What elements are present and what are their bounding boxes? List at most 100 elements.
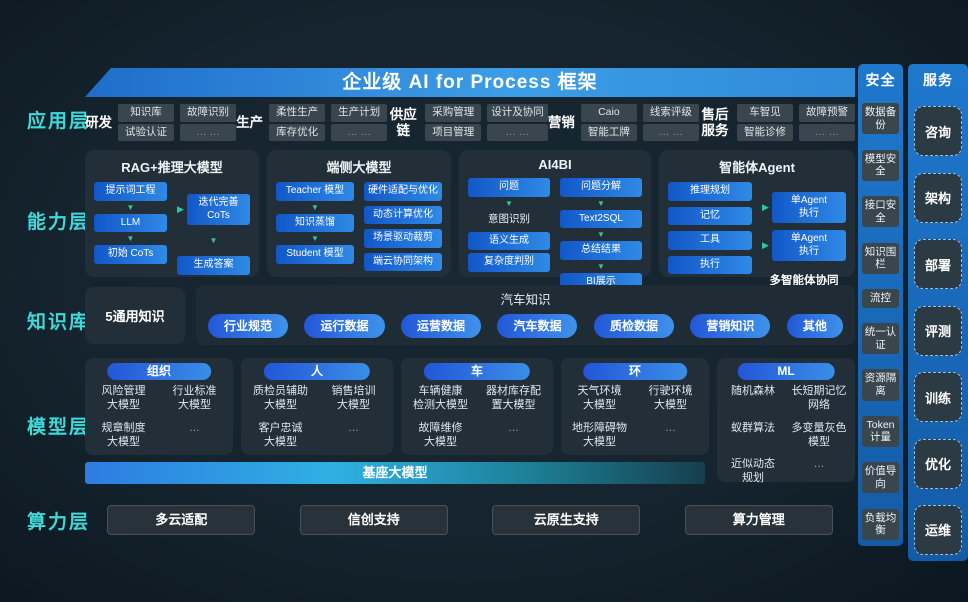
app-chip: 项目管理 (425, 123, 482, 142)
model-cell: 器材库存配 置大模型 (486, 385, 541, 412)
agent-caption: 多智能体协同 (769, 275, 839, 287)
flow-box: 迭代完善 CoTs (186, 194, 250, 225)
model-cell: 销售培训 大模型 (331, 385, 376, 412)
app-chip-column: 车智见 智能诊修 (737, 103, 793, 142)
capability-panel-columns: 推理规划 记忆 工具 执行 ▶ 单Agent 执行 ▶ 单Agent 执行 多智能体协同 (668, 182, 846, 288)
flow-box: 端云协同架构 (364, 252, 442, 271)
security-item: 负载均衡 (862, 508, 899, 540)
model-column: ML 随机森林 长短期记忆 网络 蚁群算法 多变量灰色 模型 近似动态 规划… (717, 358, 855, 484)
flow-box: 生成答案 (177, 256, 250, 275)
knowledge-pill: 运营数据 (400, 314, 481, 338)
layer-label-3: 知识库 (27, 312, 91, 333)
model-cell: 多变量灰色 模型 (791, 421, 847, 448)
flow-column-right: ▶ 迭代完善 CoTs ▼ 生成答案 (177, 182, 250, 275)
app-group-label: 研发 (85, 114, 112, 130)
application-layer-row: 研发 知识库 试验认证 故障识别… … 生产 柔性生产 库存优化 生产计划… … 供应链 采购管理… (85, 99, 855, 146)
app-group: 供应链 采购管理 项目管理 设计及协同… … (387, 103, 548, 142)
model-column: 人质检员辅助 大模型 销售培训 大模型 客户忠诚 大模型… (241, 358, 393, 455)
layer-label-2: 能力层 (27, 212, 91, 233)
model-cell: … (508, 421, 519, 434)
knowledge-pill: 行业规范 (208, 314, 289, 338)
model-cell-grid: 风险管理 大模型 行业标准 大模型 规章制度 大模型… (89, 384, 229, 449)
arrow-right-icon: ▶ (762, 202, 769, 212)
security-item: 价值导向 (862, 462, 899, 494)
app-chip-column: Caio 智能工牌 (580, 103, 637, 142)
layer-label-1: 应用层 (27, 111, 91, 132)
app-chip: 知识库 (118, 103, 174, 122)
service-rail: 服务 咨询 架构 部署 评测 训练 优化 运维 (908, 64, 968, 561)
app-chip-column: 故障预警… … (799, 103, 855, 142)
compute-box: 云原生支持 (492, 505, 641, 535)
service-item: 运维 (914, 504, 962, 555)
flow-column-left: 提示词工程 ▼ LLM ▼ 初始 CoTs (94, 182, 167, 275)
model-cell: 规章制度 大模型 (101, 421, 146, 448)
compute-box: 多云适配 (107, 505, 256, 535)
app-chip: … … (487, 123, 548, 142)
flow-column-left: 问题 ▼ 意图识别 语义生成 复杂度判别 (468, 178, 550, 291)
model-cell: 行驶环境 大模型 (648, 385, 693, 412)
app-chip: 采购管理 (425, 103, 482, 122)
knowledge-pill: 营销知识 (690, 314, 771, 338)
model-column-header: 车 (423, 363, 531, 380)
model-cell: 风险管理 大模型 (101, 385, 146, 412)
model-cell: 蚁群算法 (731, 421, 775, 434)
capability-panel-columns: 提示词工程 ▼ LLM ▼ 初始 CoTs ▶ 迭代完善 CoTs ▼ 生成答案 (94, 182, 250, 275)
compute-box: 算力管理 (684, 505, 833, 535)
app-chip: 智能诊修 (737, 123, 793, 142)
flow-box: 工具 (668, 231, 752, 250)
model-cell: … (348, 421, 359, 434)
general-knowledge-box: 5通用知识 (85, 287, 185, 344)
layer-label-5: 算力层 (27, 512, 91, 533)
app-chip: 设计及协同 (487, 103, 548, 122)
auto-knowledge-panel: 汽车知识 行业规范 运行数据 运营数据 汽车数据 质检数据 营销知识 其他 (196, 285, 855, 345)
general-knowledge-label: 5通用知识 (105, 309, 165, 324)
app-chip: … … (799, 123, 855, 142)
flow-box: 总结结果 (560, 241, 642, 260)
capability-panel: 端侧大模型 Teacher 模型 ▼ 知识蒸馏 ▼ Student 模型 硬件适配与优化 动态… (267, 150, 451, 277)
flow-box: 问题分解 (560, 178, 642, 197)
model-cell: … (665, 421, 676, 434)
arrow-down-icon: ▼ (597, 230, 605, 239)
compute-layer-row: 多云适配 信创支持 云原生支持 算力管理 (85, 505, 855, 535)
app-group: 售后服务 车智见 智能诊修 故障预警… … (699, 103, 855, 142)
model-cell: 质检员辅助 大模型 (253, 385, 308, 412)
model-column-header: 环 (583, 363, 687, 380)
security-item: 统一认证 (862, 322, 899, 355)
capability-panel: RAG+推理大模型 提示词工程 ▼ LLM ▼ 初始 CoTs ▶ 迭代完善 CoTs ▼ 生成答… (85, 150, 259, 277)
app-chip: 库存优化 (269, 123, 326, 142)
app-group: 生产 柔性生产 库存优化 生产计划… … (236, 103, 388, 142)
flow-box: LLM (94, 213, 167, 232)
service-item: 评测 (914, 305, 962, 356)
knowledge-pill: 运行数据 (304, 314, 385, 338)
app-group-label: 营销 (547, 114, 575, 130)
service-item: 训练 (914, 372, 962, 423)
service-rail-title: 服务 (923, 72, 953, 88)
flow-box: 复杂度判别 (468, 253, 550, 272)
model-cell: 故障维修 大模型 (418, 421, 463, 448)
flow-column-left: 推理规划 记忆 工具 执行 (668, 182, 752, 288)
security-rail-title: 安全 (865, 72, 896, 88)
model-layer-row: 组织 风险管理 大模型 行业标准 大模型 规章制度 大模型… 人质检员辅助 大模型 销售培… (85, 358, 855, 484)
model-column-header: ML (737, 363, 835, 380)
app-chip-column: 柔性生产 库存优化 (269, 103, 326, 142)
app-chip: … … (180, 123, 236, 142)
model-cell: 客户忠诚 大模型 (258, 421, 303, 448)
knowledge-pill-row: 行业规范 运行数据 运营数据 汽车数据 质检数据 营销知识 其他 (208, 314, 843, 338)
arrow-down-icon: ▼ (209, 236, 218, 245)
flow-box: Student 模型 (276, 245, 354, 264)
flow-text: 意图识别 (488, 212, 530, 225)
model-cell: 近似动态 规划 (731, 458, 775, 485)
app-chip: 试验认证 (118, 123, 174, 142)
model-cell: 地形障碍物 大模型 (572, 421, 627, 448)
arrow-down-icon: ▼ (126, 202, 135, 212)
security-item: 知识围栏 (862, 242, 899, 274)
security-item: 数据备份 (862, 103, 899, 135)
model-cell: 行业标准 大模型 (172, 385, 217, 412)
flow-box-with-arrow: ▶ 单Agent 执行 (762, 230, 846, 261)
flow-box: Text2SQL (560, 209, 642, 228)
app-chip-column: 采购管理 项目管理 (425, 103, 482, 142)
flow-box: 初始 CoTs (94, 245, 167, 264)
app-chip: 线索评级 (642, 103, 699, 122)
app-chip: 故障预警 (799, 103, 855, 122)
